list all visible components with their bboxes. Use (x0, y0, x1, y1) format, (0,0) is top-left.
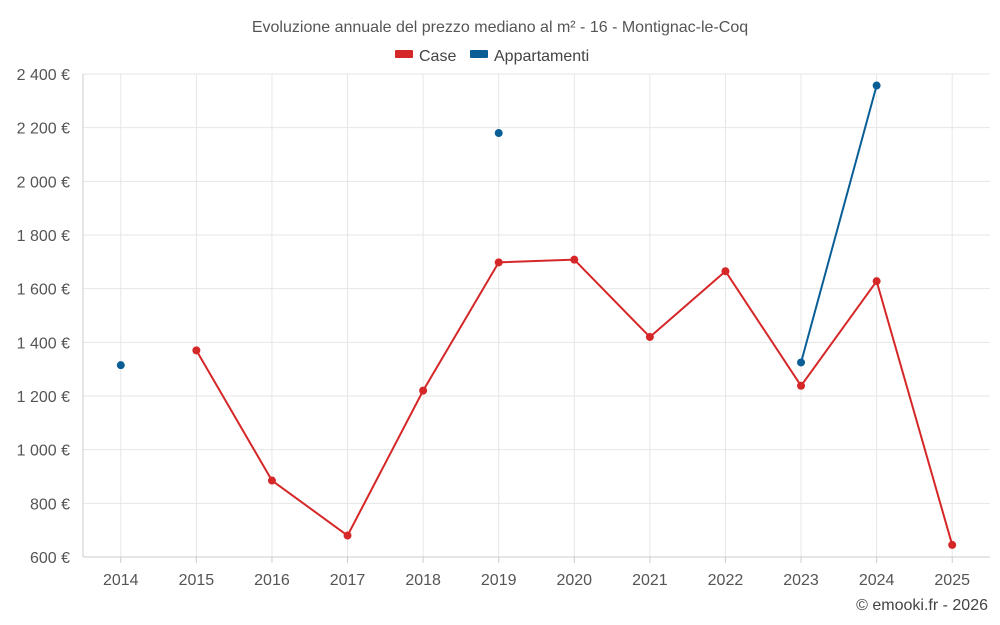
series-layer (116, 81, 957, 549)
x-tick-label: 2025 (934, 572, 970, 589)
y-tick-label: 1 600 € (17, 282, 70, 299)
series-line-appartamenti (800, 85, 878, 363)
y-axis-tick-labels: 600 € 800 € 1 000 € 1 200 € 1 400 € 1 600 € 1 … (17, 67, 70, 567)
legend-label-appartamenti[interactable]: Appartamenti (494, 48, 589, 65)
data-point-appartamenti[interactable] (872, 81, 881, 90)
x-tick-label: 2019 (481, 572, 517, 589)
x-tick-label: 2023 (783, 572, 819, 589)
y-tick-label: 800 € (30, 496, 70, 513)
data-point-appartamenti[interactable] (494, 129, 503, 138)
data-point-appartamenti[interactable] (116, 361, 125, 370)
chart-title: Evoluzione annuale del prezzo mediano al… (252, 19, 748, 36)
data-point-case[interactable] (570, 255, 579, 264)
y-tick-label: 2 200 € (17, 121, 70, 138)
y-gridlines (83, 73, 990, 558)
y-tick-label: 600 € (30, 550, 70, 567)
data-point-appartamenti[interactable] (797, 358, 806, 367)
x-gridlines (120, 74, 953, 563)
y-tick-label: 1 000 € (17, 443, 70, 460)
legend-swatch-appartamenti[interactable] (470, 50, 488, 58)
x-tick-label: 2015 (179, 572, 215, 589)
legend: Case Appartamenti (395, 48, 589, 65)
x-tick-label: 2018 (405, 572, 441, 589)
data-point-case[interactable] (343, 531, 352, 540)
x-tick-label: 2020 (556, 572, 592, 589)
x-tick-label: 2021 (632, 572, 668, 589)
x-tick-label: 2024 (859, 572, 895, 589)
data-point-case[interactable] (192, 346, 201, 355)
series-appartamenti (116, 81, 881, 370)
y-tick-label: 1 200 € (17, 389, 70, 406)
data-point-case[interactable] (645, 332, 654, 341)
data-point-case[interactable] (948, 540, 957, 549)
legend-swatch-case[interactable] (395, 50, 413, 58)
data-point-case[interactable] (267, 476, 276, 485)
x-tick-label: 2014 (103, 572, 139, 589)
x-tick-label: 2022 (708, 572, 744, 589)
axes (82, 74, 990, 558)
y-tick-label: 2 400 € (17, 67, 70, 84)
y-tick-label: 1 800 € (17, 228, 70, 245)
y-tick-label: 1 400 € (17, 335, 70, 352)
x-tick-label: 2017 (330, 572, 366, 589)
data-point-case[interactable] (872, 277, 881, 286)
data-point-case[interactable] (721, 267, 730, 276)
data-point-case[interactable] (494, 258, 503, 267)
data-point-case[interactable] (419, 386, 428, 395)
legend-label-case[interactable]: Case (419, 48, 456, 65)
series-case (192, 255, 957, 549)
data-point-case[interactable] (797, 381, 806, 390)
credit-text: © emooki.fr - 2026 (856, 597, 988, 614)
y-tick-label: 2 000 € (17, 174, 70, 191)
x-tick-label: 2016 (254, 572, 290, 589)
x-axis-tick-labels: 2014 2015 2016 2017 2018 2019 2020 2021 2022 2023… (103, 572, 970, 589)
